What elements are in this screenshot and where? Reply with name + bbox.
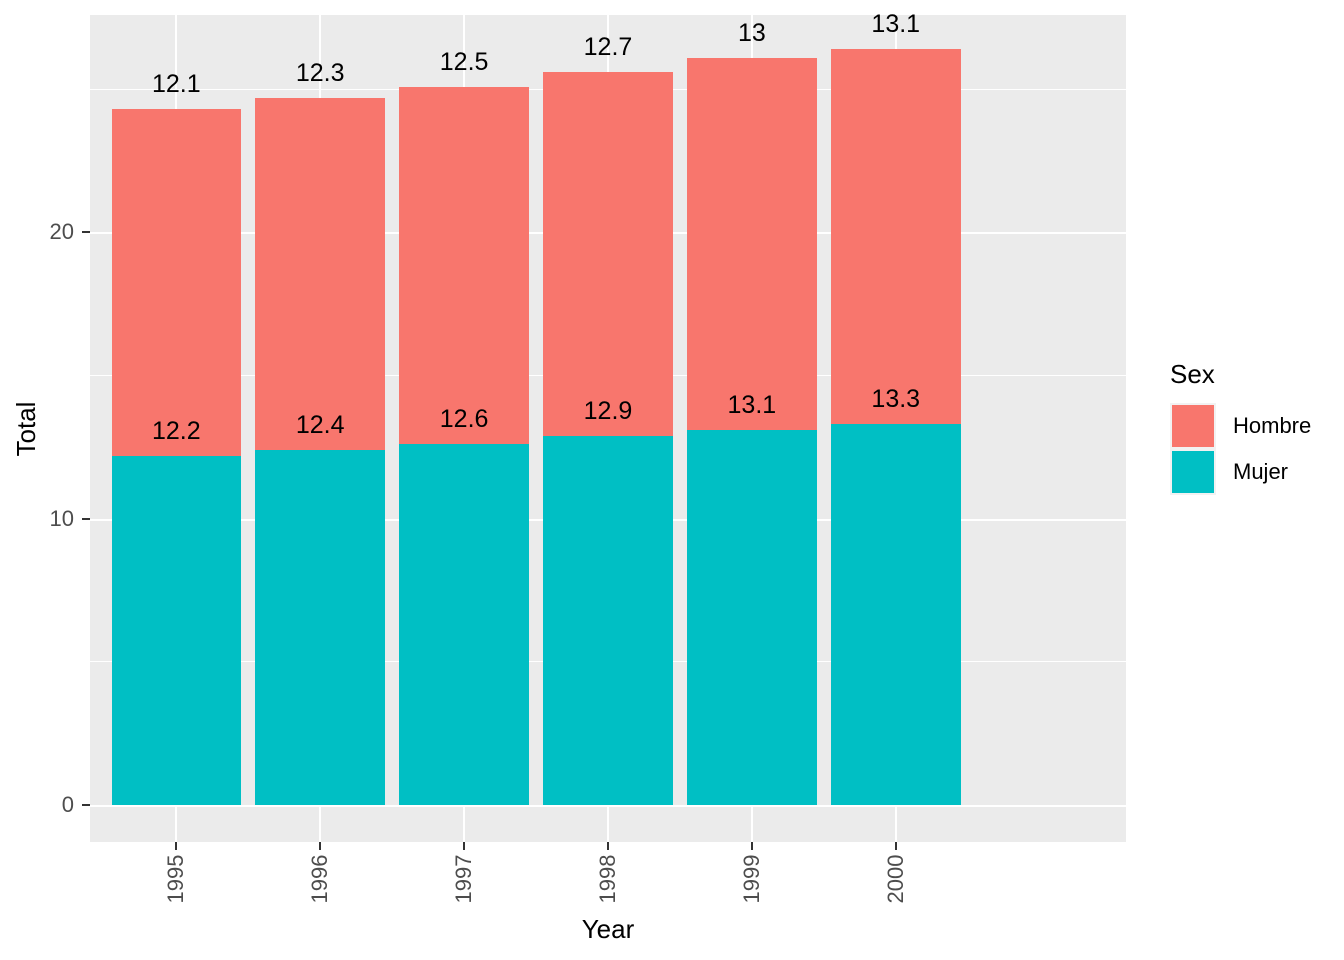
bar-label-mujer-2000: 13.3 (871, 385, 921, 414)
hombre-color-swatch (1172, 405, 1214, 447)
y-tick-20 (82, 231, 90, 234)
x-tick-label-1996: 1996 (307, 854, 333, 904)
legend-label-hombre: Hombre (1233, 413, 1312, 438)
legend-key-mujer (1170, 449, 1216, 495)
x-tick-label-1997: 1997 (451, 854, 477, 904)
x-tick-1995 (175, 842, 178, 850)
bar-mujer-1996 (255, 449, 385, 805)
x-tick-label-1995: 1995 (163, 854, 189, 904)
x-axis-title: Year (581, 914, 635, 944)
x-tick-1996 (319, 842, 322, 850)
bar-label-mujer-1998: 12.9 (583, 396, 633, 425)
x-tick-label-1998: 1998 (595, 854, 620, 904)
legend-entry-mujer: Mujer (1170, 449, 1311, 495)
bar-hombre-1995 (111, 109, 242, 456)
bar-mujer-1997 (399, 444, 529, 805)
legend-entry-hombre: Hombre (1170, 403, 1311, 449)
bar-label-mujer-1995: 12.2 (151, 416, 201, 445)
x-tick-label-1999: 1999 (738, 854, 764, 904)
legend: Sex Hombre Mujer (1170, 360, 1311, 495)
bar-mujer-2000 (831, 424, 961, 805)
legend-key-hombre (1170, 403, 1216, 449)
y-tick-label-0: 0 (61, 791, 74, 817)
y-tick-0 (82, 803, 90, 806)
bar-label-hombre-1995: 12.1 (151, 70, 201, 99)
bar-mujer-1998 (543, 435, 673, 805)
bar-hombre-1996 (255, 97, 385, 450)
x-tick-1997 (463, 842, 466, 850)
bar-mujer-1995 (111, 455, 242, 805)
bar-label-mujer-1997: 12.6 (439, 405, 489, 434)
bar-hombre-2000 (831, 49, 961, 425)
bar-hombre-1999 (687, 57, 817, 430)
bar-mujer-1999 (687, 429, 817, 805)
y-tick-label-10: 10 (49, 505, 74, 531)
legend-title: Sex (1170, 359, 1215, 389)
x-tick-1998 (607, 842, 609, 850)
bar-hombre-1997 (399, 86, 529, 445)
x-tick-1999 (750, 842, 753, 850)
x-tick-2000 (894, 842, 897, 850)
bar-label-hombre-1997: 12.5 (439, 47, 489, 76)
bar-label-hombre-1996: 12.3 (295, 58, 345, 87)
bar-label-hombre-1998: 12.7 (583, 33, 633, 62)
y-axis-title: Total (11, 401, 41, 456)
legend-label-mujer: Mujer (1233, 459, 1289, 484)
mujer-color-swatch (1172, 451, 1214, 493)
y-tick-10 (82, 517, 90, 520)
bar-label-mujer-1999: 13.1 (727, 390, 777, 419)
bar-label-hombre-2000: 13.1 (871, 10, 921, 39)
bar-label-hombre-1999: 13 (737, 18, 766, 47)
bar-hombre-1998 (543, 72, 673, 436)
y-tick-label-20: 20 (49, 219, 74, 245)
bar-label-mujer-1996: 12.4 (295, 410, 345, 439)
x-tick-label-2000: 2000 (882, 854, 908, 904)
